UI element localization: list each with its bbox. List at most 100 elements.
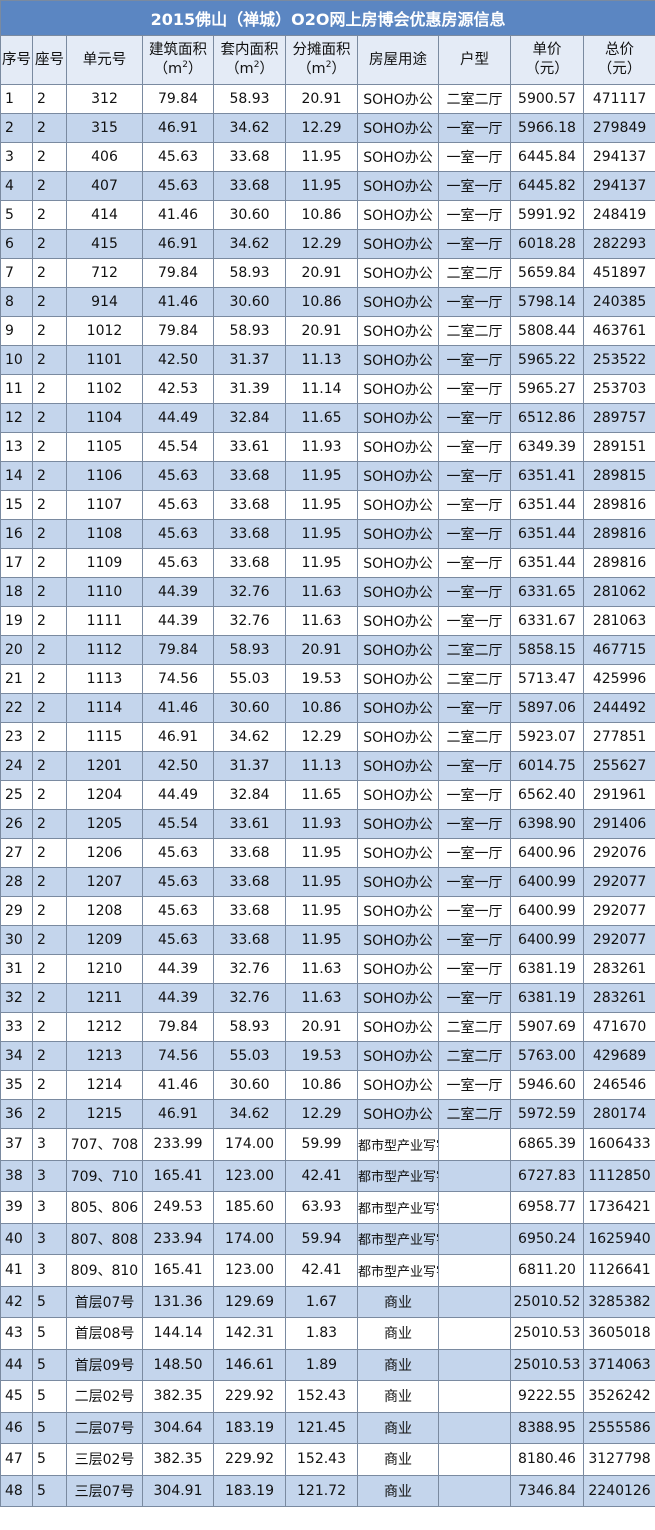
cell-unit: 1012 (66, 316, 143, 346)
cell-layout: 一室一厅 (438, 693, 511, 723)
cell-block: 5 (32, 1317, 67, 1350)
cell-unit-price: 5965.22 (510, 345, 584, 375)
cell-block: 2 (32, 490, 67, 520)
header-row: 序号 座号 单元号 建筑面积 （m2） 套内面积 （m2） 分摊面积 （m2） 房屋用… (0, 35, 655, 85)
cell-shared-area: 59.99 (285, 1128, 358, 1161)
cell-index: 13 (0, 432, 33, 462)
cell-unit: 1209 (66, 925, 143, 955)
cell-unit-price: 6398.90 (510, 809, 584, 839)
cell-index: 33 (0, 1012, 33, 1042)
table-row: 30 2 1209 45.63 33.68 11.95 SOHO办公 一室一厅 6400.99 2… (0, 925, 655, 955)
cell-inner-area: 33.68 (213, 867, 286, 897)
cell-total-price: 2240126 (582, 1474, 655, 1507)
cell-inner-area: 31.39 (213, 374, 286, 404)
cell-shared-area: 42.41 (285, 1254, 358, 1287)
cell-layout: 一室一厅 (438, 867, 511, 897)
cell-gross-area: 74.56 (142, 1041, 214, 1071)
cell-shared-area: 20.91 (285, 258, 358, 288)
cell-layout: 二室二厅 (438, 664, 511, 694)
cell-inner-area: 32.76 (213, 954, 286, 984)
cell-index: 32 (0, 983, 33, 1013)
cell-layout: 一室一厅 (438, 461, 511, 491)
cell-total-price: 2555586 (582, 1411, 655, 1444)
cell-gross-area: 45.63 (142, 461, 214, 491)
cell-gross-area: 304.91 (142, 1474, 214, 1507)
cell-unit-price: 5808.44 (510, 316, 584, 346)
cell-gross-area: 46.91 (142, 113, 214, 143)
cell-unit-price: 5858.15 (510, 635, 584, 665)
cell-block: 2 (32, 983, 67, 1013)
cell-unit-price: 6865.39 (510, 1128, 584, 1161)
cell-unit-price: 7346.84 (510, 1474, 584, 1507)
cell-index: 19 (0, 606, 33, 636)
table-row: 46 5 二层07号 304.64 183.19 121.45 商业 8388.95 25555… (0, 1411, 655, 1444)
cell-layout: 一室一厅 (438, 200, 511, 230)
cell-index: 6 (0, 229, 33, 259)
cell-index: 23 (0, 722, 33, 752)
cell-block: 2 (32, 635, 67, 665)
cell-usage: 商业 (357, 1443, 439, 1476)
cell-unit-price: 6445.84 (510, 142, 584, 172)
cell-unit: 1107 (66, 490, 143, 520)
cell-unit-price: 6400.99 (510, 925, 584, 955)
cell-unit-price: 6331.67 (510, 606, 584, 636)
cell-usage: 都市型产业写字楼 (357, 1222, 439, 1255)
cell-block: 2 (32, 896, 67, 926)
cell-usage: SOHO办公 (357, 577, 439, 607)
cell-usage: SOHO办公 (357, 722, 439, 752)
cell-index: 12 (0, 403, 33, 433)
table-row: 22 2 1114 41.46 30.60 10.86 SOHO办公 一室一厅 5897.06 2… (0, 693, 655, 723)
cell-unit-price: 8180.46 (510, 1443, 584, 1476)
cell-block: 2 (32, 287, 67, 317)
cell-layout: 一室一厅 (438, 142, 511, 172)
cell-total-price: 292077 (582, 925, 655, 955)
header-block: 座号 (32, 35, 67, 85)
table-body: 1 2 312 79.84 58.93 20.91 SOHO办公 二室二厅 5900.57 471… (0, 84, 655, 1507)
cell-inner-area: 58.93 (213, 258, 286, 288)
cell-gross-area: 44.49 (142, 780, 214, 810)
cell-usage: SOHO办公 (357, 606, 439, 636)
cell-gross-area: 42.50 (142, 345, 214, 375)
cell-inner-area: 32.84 (213, 403, 286, 433)
cell-total-price: 283261 (582, 983, 655, 1013)
cell-total-price: 289816 (582, 490, 655, 520)
table-row: 12 2 1104 44.49 32.84 11.65 SOHO办公 一室一厅 6512.86 2… (0, 403, 655, 433)
cell-usage: SOHO办公 (357, 287, 439, 317)
cell-block: 5 (32, 1443, 67, 1476)
cell-layout: 一室一厅 (438, 229, 511, 259)
cell-usage: SOHO办公 (357, 664, 439, 694)
cell-inner-area: 33.68 (213, 171, 286, 201)
cell-block: 2 (32, 809, 67, 839)
cell-total-price: 289151 (582, 432, 655, 462)
cell-gross-area: 44.39 (142, 606, 214, 636)
cell-unit: 1111 (66, 606, 143, 636)
cell-usage: SOHO办公 (357, 983, 439, 1013)
cell-block: 5 (32, 1348, 67, 1381)
cell-total-price: 467715 (582, 635, 655, 665)
cell-index: 45 (0, 1380, 33, 1413)
cell-block: 2 (32, 84, 67, 114)
cell-index: 26 (0, 809, 33, 839)
table-row: 35 2 1214 41.46 30.60 10.86 SOHO办公 一室一厅 5946.60 2… (0, 1070, 655, 1100)
cell-block: 2 (32, 693, 67, 723)
cell-usage: 商业 (357, 1474, 439, 1507)
cell-inner-area: 34.62 (213, 113, 286, 143)
cell-shared-area: 20.91 (285, 316, 358, 346)
cell-unit-price: 5946.60 (510, 1070, 584, 1100)
cell-gross-area: 45.63 (142, 925, 214, 955)
cell-layout: 一室一厅 (438, 113, 511, 143)
cell-total-price: 289757 (582, 403, 655, 433)
cell-usage: SOHO办公 (357, 258, 439, 288)
cell-usage: SOHO办公 (357, 519, 439, 549)
cell-block: 3 (32, 1222, 67, 1255)
cell-unit: 1213 (66, 1041, 143, 1071)
cell-gross-area: 233.99 (142, 1128, 214, 1161)
table-row: 24 2 1201 42.50 31.37 11.13 SOHO办公 一室一厅 6014.75 2… (0, 751, 655, 781)
cell-block: 2 (32, 374, 67, 404)
cell-unit-price: 5900.57 (510, 84, 584, 114)
cell-index: 8 (0, 287, 33, 317)
table-row: 29 2 1208 45.63 33.68 11.95 SOHO办公 一室一厅 6400.99 2… (0, 896, 655, 926)
cell-inner-area: 33.68 (213, 548, 286, 578)
table-row: 19 2 1111 44.39 32.76 11.63 SOHO办公 一室一厅 6331.67 2… (0, 606, 655, 636)
